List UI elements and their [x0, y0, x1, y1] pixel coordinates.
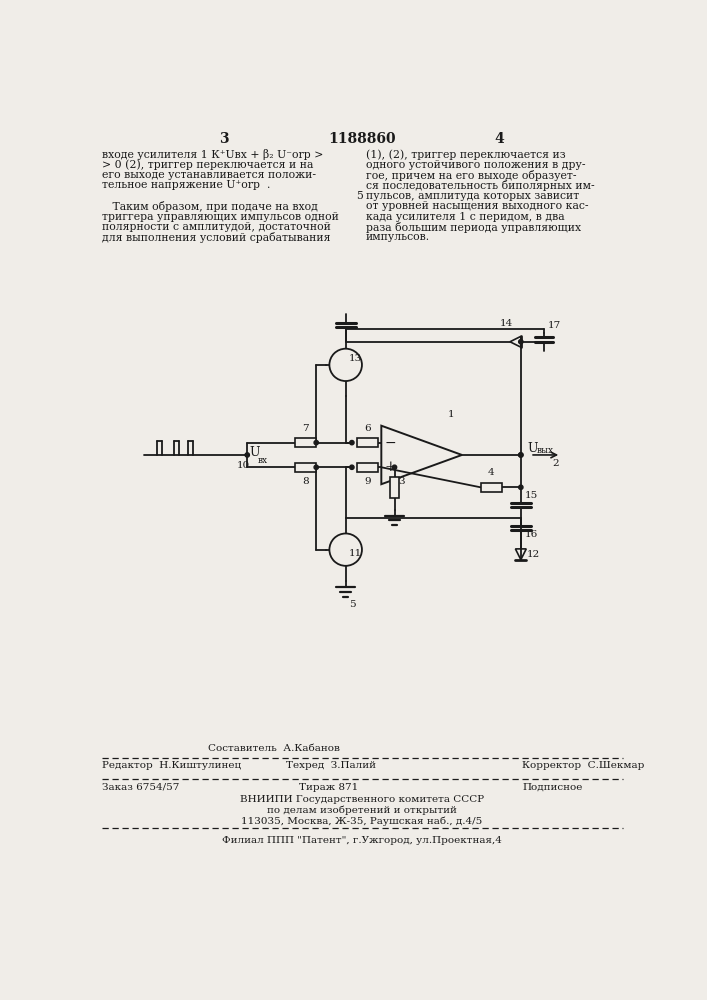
Text: −: −	[385, 436, 396, 450]
Text: 1: 1	[448, 410, 455, 419]
Bar	[481, 483, 502, 492]
Text: полярности с амплитудой, достаточной: полярности с амплитудой, достаточной	[103, 222, 331, 232]
Text: раза большим периода управляющих: раза большим периода управляющих	[366, 222, 581, 233]
Text: его выходе устанавливается положи-: его выходе устанавливается положи-	[103, 170, 316, 180]
Text: > 0 (2), триггер переключается и на: > 0 (2), триггер переключается и на	[103, 160, 314, 170]
Text: 12: 12	[527, 550, 540, 559]
Text: 2: 2	[552, 459, 559, 468]
Text: для выполнения условий срабатывания: для выполнения условий срабатывания	[103, 232, 331, 243]
Circle shape	[350, 440, 354, 445]
Bar	[295, 463, 316, 472]
Text: U: U	[250, 446, 260, 459]
Text: одного устойчивого положения в дру-: одного устойчивого положения в дру-	[366, 160, 585, 170]
Text: 4: 4	[488, 468, 495, 477]
Text: 14: 14	[499, 319, 513, 328]
Text: тельное напряжение U⁺orp  .: тельное напряжение U⁺orp .	[103, 180, 271, 190]
Circle shape	[329, 349, 362, 381]
Circle shape	[329, 533, 362, 566]
Text: (1), (2), триггер переключается из: (1), (2), триггер переключается из	[366, 149, 566, 160]
Text: када усилителя 1 с перидом, в два: када усилителя 1 с перидом, в два	[366, 212, 564, 222]
Circle shape	[519, 453, 523, 457]
Text: ВНИИПИ Государственного комитета СССР: ВНИИПИ Государственного комитета СССР	[240, 795, 484, 804]
Text: вх: вх	[257, 456, 267, 465]
Circle shape	[314, 440, 318, 445]
Text: +: +	[385, 460, 396, 474]
Text: 5: 5	[349, 600, 356, 609]
Text: 8: 8	[302, 477, 309, 486]
Text: пульсов, амплитуда которых зависит: пульсов, амплитуда которых зависит	[366, 191, 579, 201]
Text: 3: 3	[398, 477, 405, 486]
Text: 9: 9	[364, 477, 370, 486]
Text: Тираж 871: Тираж 871	[299, 783, 358, 792]
Text: 6: 6	[364, 424, 370, 433]
Circle shape	[314, 465, 318, 469]
Text: U: U	[528, 442, 538, 455]
Bar	[390, 477, 399, 498]
Text: 3: 3	[219, 132, 229, 146]
Text: Филиал ППП "Патент", г.Ужгород, ул.Проектная,4: Филиал ППП "Патент", г.Ужгород, ул.Проек…	[222, 836, 502, 845]
Text: Корректор  С.Шекмар: Корректор С.Шекмар	[522, 761, 645, 770]
Text: Техред  З.Палий: Техред З.Палий	[286, 761, 376, 770]
Text: 10: 10	[237, 461, 250, 470]
Text: 5: 5	[356, 191, 363, 201]
Bar	[356, 463, 378, 472]
Text: 16: 16	[525, 530, 538, 539]
Text: Составитель  А.Кабанов: Составитель А.Кабанов	[209, 744, 340, 753]
Text: гое, причем на его выходе образует-: гое, причем на его выходе образует-	[366, 170, 576, 181]
Text: 7: 7	[302, 424, 309, 433]
Text: по делам изобретений и открытий: по делам изобретений и открытий	[267, 805, 457, 815]
Text: 1188860: 1188860	[328, 132, 396, 146]
Circle shape	[245, 453, 250, 457]
Text: 17: 17	[548, 321, 561, 330]
Text: Таким образом, при подаче на вход: Таким образом, при подаче на вход	[103, 201, 318, 212]
Text: ся последовательность биполярных им-: ся последовательность биполярных им-	[366, 180, 595, 191]
Text: Редактор  Н.Киштулинец: Редактор Н.Киштулинец	[103, 761, 242, 770]
Text: Подписное: Подписное	[522, 783, 583, 792]
Text: 4: 4	[494, 132, 504, 146]
Text: 15: 15	[525, 491, 538, 500]
Text: 113035, Москва, Ж-35, Раушская наб., д.4/5: 113035, Москва, Ж-35, Раушская наб., д.4…	[241, 816, 483, 826]
Text: импульсов.: импульсов.	[366, 232, 430, 242]
Bar	[295, 438, 316, 447]
Text: входе усилителя 1 К⁺Uвх + β₂ U⁻orp >: входе усилителя 1 К⁺Uвх + β₂ U⁻orp >	[103, 149, 324, 160]
Circle shape	[519, 340, 523, 344]
Circle shape	[350, 465, 354, 469]
Circle shape	[519, 453, 523, 457]
Text: от уровней насыщения выходного кас-: от уровней насыщения выходного кас-	[366, 201, 588, 211]
Text: 13: 13	[349, 354, 362, 363]
Text: Заказ 6754/57: Заказ 6754/57	[103, 783, 180, 792]
Text: триггера управляющих импульсов одной: триггера управляющих импульсов одной	[103, 212, 339, 222]
Bar	[356, 438, 378, 447]
Circle shape	[392, 465, 397, 469]
Circle shape	[519, 485, 523, 489]
Text: 11: 11	[349, 549, 362, 558]
Text: вых: вых	[537, 446, 554, 455]
